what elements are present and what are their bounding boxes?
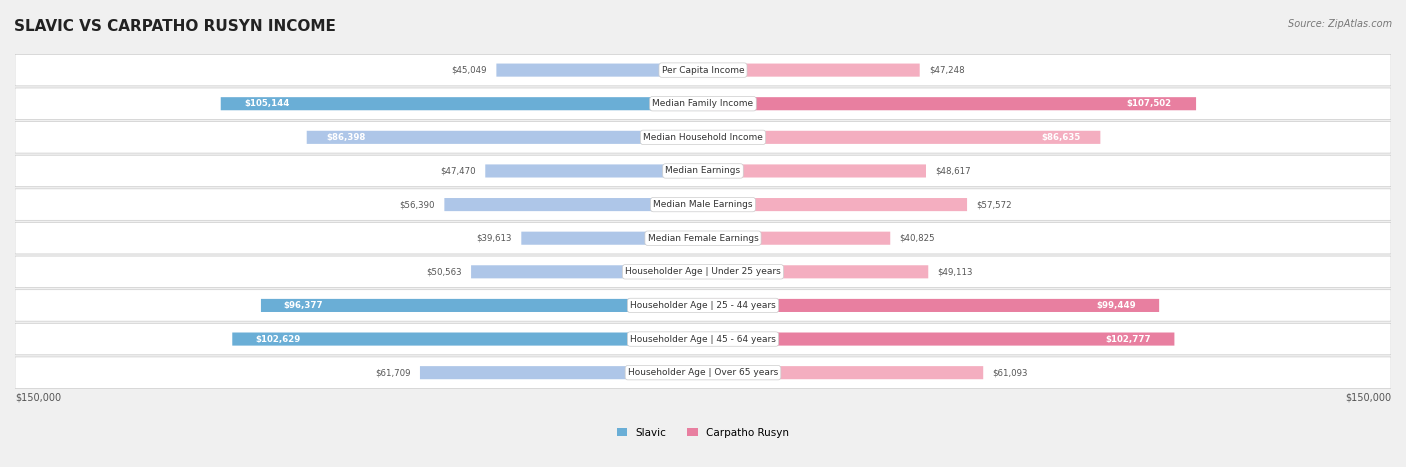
Text: $45,049: $45,049 bbox=[451, 65, 488, 75]
Text: Householder Age | Under 25 years: Householder Age | Under 25 years bbox=[626, 267, 780, 276]
Text: $39,613: $39,613 bbox=[477, 234, 512, 243]
Text: $150,000: $150,000 bbox=[15, 393, 60, 403]
FancyBboxPatch shape bbox=[15, 357, 1391, 389]
FancyBboxPatch shape bbox=[307, 131, 703, 144]
FancyBboxPatch shape bbox=[703, 232, 890, 245]
Text: Median Female Earnings: Median Female Earnings bbox=[648, 234, 758, 243]
FancyBboxPatch shape bbox=[496, 64, 703, 77]
Text: $47,470: $47,470 bbox=[440, 166, 477, 176]
FancyBboxPatch shape bbox=[444, 198, 703, 211]
FancyBboxPatch shape bbox=[15, 88, 1391, 120]
Text: Median Household Income: Median Household Income bbox=[643, 133, 763, 142]
Text: $49,113: $49,113 bbox=[938, 267, 973, 276]
Text: $96,377: $96,377 bbox=[283, 301, 323, 310]
FancyBboxPatch shape bbox=[15, 323, 1391, 355]
FancyBboxPatch shape bbox=[262, 299, 703, 312]
Text: $48,617: $48,617 bbox=[935, 166, 970, 176]
Text: $150,000: $150,000 bbox=[1346, 393, 1391, 403]
Text: Householder Age | Over 65 years: Householder Age | Over 65 years bbox=[628, 368, 778, 377]
FancyBboxPatch shape bbox=[485, 164, 703, 177]
Text: $47,248: $47,248 bbox=[929, 65, 965, 75]
Text: Per Capita Income: Per Capita Income bbox=[662, 65, 744, 75]
FancyBboxPatch shape bbox=[15, 155, 1391, 187]
FancyBboxPatch shape bbox=[471, 265, 703, 278]
FancyBboxPatch shape bbox=[703, 97, 1197, 110]
Text: $102,629: $102,629 bbox=[256, 334, 301, 344]
Text: $102,777: $102,777 bbox=[1105, 334, 1152, 344]
FancyBboxPatch shape bbox=[15, 189, 1391, 220]
FancyBboxPatch shape bbox=[15, 256, 1391, 288]
Text: Source: ZipAtlas.com: Source: ZipAtlas.com bbox=[1288, 19, 1392, 28]
Text: $86,398: $86,398 bbox=[326, 133, 366, 142]
FancyBboxPatch shape bbox=[221, 97, 703, 110]
Text: Householder Age | 25 - 44 years: Householder Age | 25 - 44 years bbox=[630, 301, 776, 310]
Text: $50,563: $50,563 bbox=[426, 267, 463, 276]
Text: Median Family Income: Median Family Income bbox=[652, 99, 754, 108]
Text: $56,390: $56,390 bbox=[399, 200, 436, 209]
Text: $86,635: $86,635 bbox=[1042, 133, 1080, 142]
FancyBboxPatch shape bbox=[522, 232, 703, 245]
Legend: Slavic, Carpatho Rusyn: Slavic, Carpatho Rusyn bbox=[613, 424, 793, 442]
Text: Householder Age | 45 - 64 years: Householder Age | 45 - 64 years bbox=[630, 334, 776, 344]
FancyBboxPatch shape bbox=[703, 131, 1101, 144]
Text: $61,093: $61,093 bbox=[993, 368, 1028, 377]
Text: SLAVIC VS CARPATHO RUSYN INCOME: SLAVIC VS CARPATHO RUSYN INCOME bbox=[14, 19, 336, 34]
FancyBboxPatch shape bbox=[703, 265, 928, 278]
FancyBboxPatch shape bbox=[232, 333, 703, 346]
FancyBboxPatch shape bbox=[703, 198, 967, 211]
FancyBboxPatch shape bbox=[703, 366, 983, 379]
Text: $99,449: $99,449 bbox=[1097, 301, 1136, 310]
FancyBboxPatch shape bbox=[703, 333, 1174, 346]
FancyBboxPatch shape bbox=[703, 299, 1159, 312]
Text: Median Male Earnings: Median Male Earnings bbox=[654, 200, 752, 209]
FancyBboxPatch shape bbox=[420, 366, 703, 379]
FancyBboxPatch shape bbox=[15, 290, 1391, 321]
FancyBboxPatch shape bbox=[15, 54, 1391, 86]
FancyBboxPatch shape bbox=[15, 121, 1391, 153]
Text: $61,709: $61,709 bbox=[375, 368, 411, 377]
Text: $40,825: $40,825 bbox=[900, 234, 935, 243]
Text: Median Earnings: Median Earnings bbox=[665, 166, 741, 176]
Text: $105,144: $105,144 bbox=[245, 99, 290, 108]
Text: $57,572: $57,572 bbox=[976, 200, 1012, 209]
FancyBboxPatch shape bbox=[15, 222, 1391, 254]
Text: $107,502: $107,502 bbox=[1126, 99, 1171, 108]
FancyBboxPatch shape bbox=[703, 164, 927, 177]
FancyBboxPatch shape bbox=[703, 64, 920, 77]
